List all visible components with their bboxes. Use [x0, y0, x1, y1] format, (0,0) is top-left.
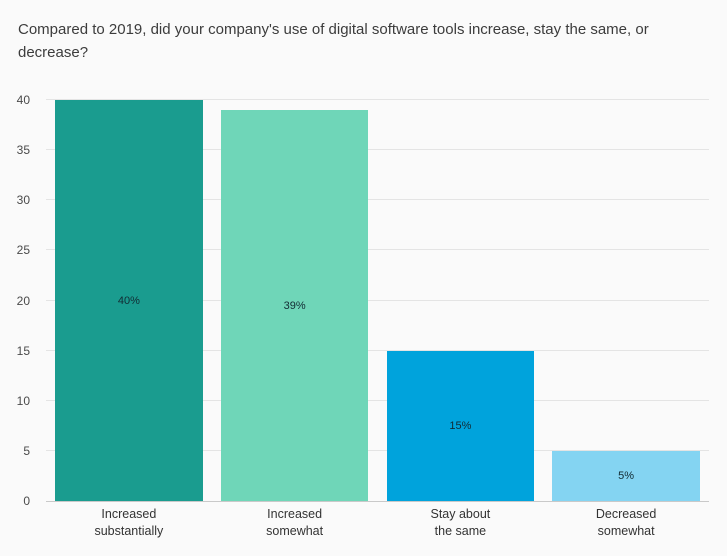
bar-series: 40% 39% 15% 5% [46, 100, 709, 501]
bar-stay-about-the-same: 15% [386, 350, 535, 501]
y-tick-label: 15 [16, 343, 30, 358]
y-tick-label: 0 [23, 494, 30, 508]
bar-slot: 15% [378, 100, 544, 501]
y-tick-label: 25 [16, 243, 30, 258]
y-tick-label: 30 [16, 193, 30, 208]
y-tick-label: 35 [16, 143, 30, 158]
bar-value-label: 40% [117, 294, 140, 307]
gridline [46, 149, 709, 151]
y-tick-label: 5 [23, 443, 30, 458]
bar-value-label: 5% [618, 469, 635, 482]
bar-slot: 5% [543, 100, 709, 501]
gridline [46, 299, 709, 301]
bar-decreased-somewhat: 5% [552, 450, 700, 501]
chart-title: Compared to 2019, did your company's use… [18, 21, 649, 62]
gridline [46, 99, 709, 100]
y-tick-label: 20 [16, 293, 30, 308]
x-tick-label: Increased somewhat [266, 507, 324, 538]
bar-increased-substantially: 40% [55, 100, 203, 501]
gridline [46, 349, 709, 351]
y-tick-label: 10 [16, 393, 30, 408]
gridline [46, 399, 709, 401]
bar-increased-somewhat: 39% [220, 110, 369, 501]
plot-area: 40% 39% 15% 5% [46, 99, 709, 502]
bar-value-label: 39% [283, 299, 306, 312]
x-tick-label: Stay about the same [430, 507, 491, 538]
x-tick-label: Increased substantially [94, 507, 164, 538]
gridline [46, 449, 709, 451]
gridline [46, 249, 709, 251]
x-axis: Increased substantially Increased somewha… [46, 506, 709, 540]
gridline [46, 199, 709, 201]
bar-slot: 39% [212, 100, 378, 501]
bar-slot: 40% [46, 100, 212, 501]
x-tick-label: Decreased somewhat [595, 507, 657, 538]
bar-value-label: 15% [449, 419, 472, 432]
y-tick-label: 40 [16, 93, 30, 107]
y-axis: 0 5 10 15 20 25 30 35 40 [0, 93, 38, 508]
